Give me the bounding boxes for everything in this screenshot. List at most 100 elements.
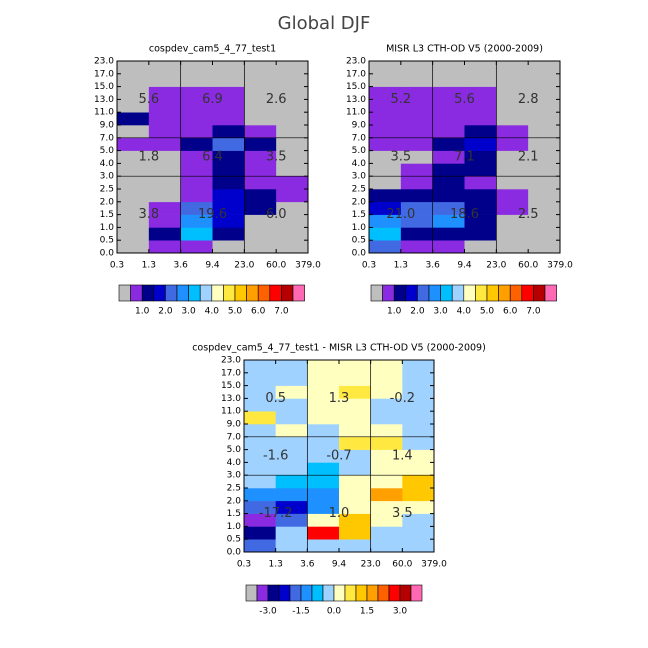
y-tick-label: 17.0 [346, 69, 366, 79]
heatmap-cell [275, 385, 308, 399]
heatmap-cell [464, 73, 497, 87]
heatmap-cell [400, 240, 433, 254]
heatmap-cell [212, 125, 245, 139]
colorbar-box [344, 584, 357, 602]
heatmap-cell [496, 99, 529, 113]
colorbar-box [245, 584, 258, 602]
heatmap-cell [496, 176, 529, 190]
heatmap-cell [117, 201, 150, 215]
colorbar-box [278, 584, 291, 602]
heatmap-cell [528, 137, 561, 151]
y-tick-label: 1.5 [352, 210, 366, 220]
region-total: 21.0 [386, 207, 415, 222]
heatmap-cell [180, 189, 213, 203]
x-tick-label: 1.3 [394, 261, 408, 271]
heatmap-cell [370, 398, 403, 412]
heatmap-cell [432, 73, 465, 87]
colorbar-box [533, 284, 546, 302]
heatmap-cell [370, 449, 403, 463]
heatmap-cell [244, 436, 276, 450]
heatmap-cell [148, 61, 181, 75]
heatmap-cell [496, 61, 529, 75]
x-tick-label: 23.0 [486, 261, 506, 271]
heatmap-cell [275, 513, 308, 527]
heatmap-cell [244, 360, 276, 374]
x-tick-label: 1.3 [142, 261, 156, 271]
heatmap-cell [402, 398, 435, 412]
colorbar-box [382, 284, 395, 302]
heatmap-cell [244, 227, 277, 241]
heatmap-cell [528, 99, 561, 113]
heatmap-cell [180, 163, 213, 177]
heatmap-cell [148, 201, 181, 215]
colorbar-tick-label: 2.0 [410, 307, 425, 317]
colorbar-tick-label: 3.0 [181, 307, 196, 317]
y-tick-label: 1.5 [227, 509, 241, 519]
colorbar-box [223, 284, 236, 302]
colorbar-box [370, 284, 383, 302]
heatmap-cell [307, 488, 340, 502]
colorbar-box [486, 284, 499, 302]
heatmap-cell [528, 214, 561, 228]
heatmap-cell [339, 462, 371, 476]
heatmap-cell [339, 500, 371, 514]
heatmap-cell [339, 526, 371, 540]
heatmap-cell [275, 539, 308, 553]
heatmap-cell [148, 163, 181, 177]
y-tick-label: 0.5 [227, 535, 241, 545]
heatmap-cell [307, 513, 340, 527]
heatmap-cell [148, 86, 181, 100]
region-total: -17.2 [259, 506, 293, 521]
heatmap-cell [496, 240, 529, 254]
colorbar-box [153, 284, 166, 302]
region-total: 1.8 [138, 150, 159, 165]
y-tick-label: 17.0 [94, 69, 114, 79]
colorbar-box [440, 284, 453, 302]
heatmap-cell [276, 86, 309, 100]
colorbar-box [267, 584, 280, 602]
y-tick-label: 11.0 [221, 407, 241, 417]
region-total: 5.6 [454, 92, 475, 107]
heatmap-cell [528, 150, 561, 164]
heatmap-cell [369, 189, 402, 203]
region-total: 2.8 [518, 92, 539, 107]
heatmap-cell [244, 176, 277, 190]
heatmap-cell [212, 227, 245, 241]
heatmap-cell [370, 488, 403, 502]
y-tick-label: 5.0 [100, 146, 115, 156]
heatmap-cell [496, 137, 529, 151]
y-tick-label: 5.0 [227, 445, 242, 455]
heatmap-cell [117, 61, 150, 75]
colorbar-box [165, 284, 178, 302]
heatmap-cell [244, 112, 277, 126]
heatmap-cell [276, 201, 309, 215]
heatmap-cell [370, 526, 403, 540]
heatmap-cell [117, 189, 150, 203]
colorbar-box [509, 284, 523, 302]
y-tick-label: 3.0 [100, 172, 115, 182]
heatmap-cell [244, 137, 277, 151]
colorbar-box [289, 584, 302, 602]
heatmap-cell [275, 462, 308, 476]
heatmap-cell [432, 201, 465, 215]
heatmap-cell [339, 424, 371, 438]
heatmap-cell [339, 475, 371, 489]
colorbar-box [281, 284, 294, 302]
heatmap-cell [339, 436, 371, 450]
heatmap-cell [432, 176, 465, 190]
heatmap-cell [180, 125, 213, 139]
y-tick-label: 1.0 [352, 223, 367, 233]
heatmap-cell [402, 500, 435, 514]
colorbar-tick-label: 7.0 [526, 307, 541, 317]
heatmap-cell [180, 86, 213, 100]
colorbar-box [118, 284, 131, 302]
heatmap-cell [369, 99, 402, 113]
x-tick-label: 9.4 [205, 261, 220, 271]
heatmap-cell [276, 61, 309, 75]
y-tick-label: 23.0 [346, 57, 366, 67]
heatmap-cell [244, 73, 277, 87]
colorbar-box [463, 284, 476, 302]
heatmap-cell [464, 137, 497, 151]
heatmap-cell [148, 99, 181, 113]
